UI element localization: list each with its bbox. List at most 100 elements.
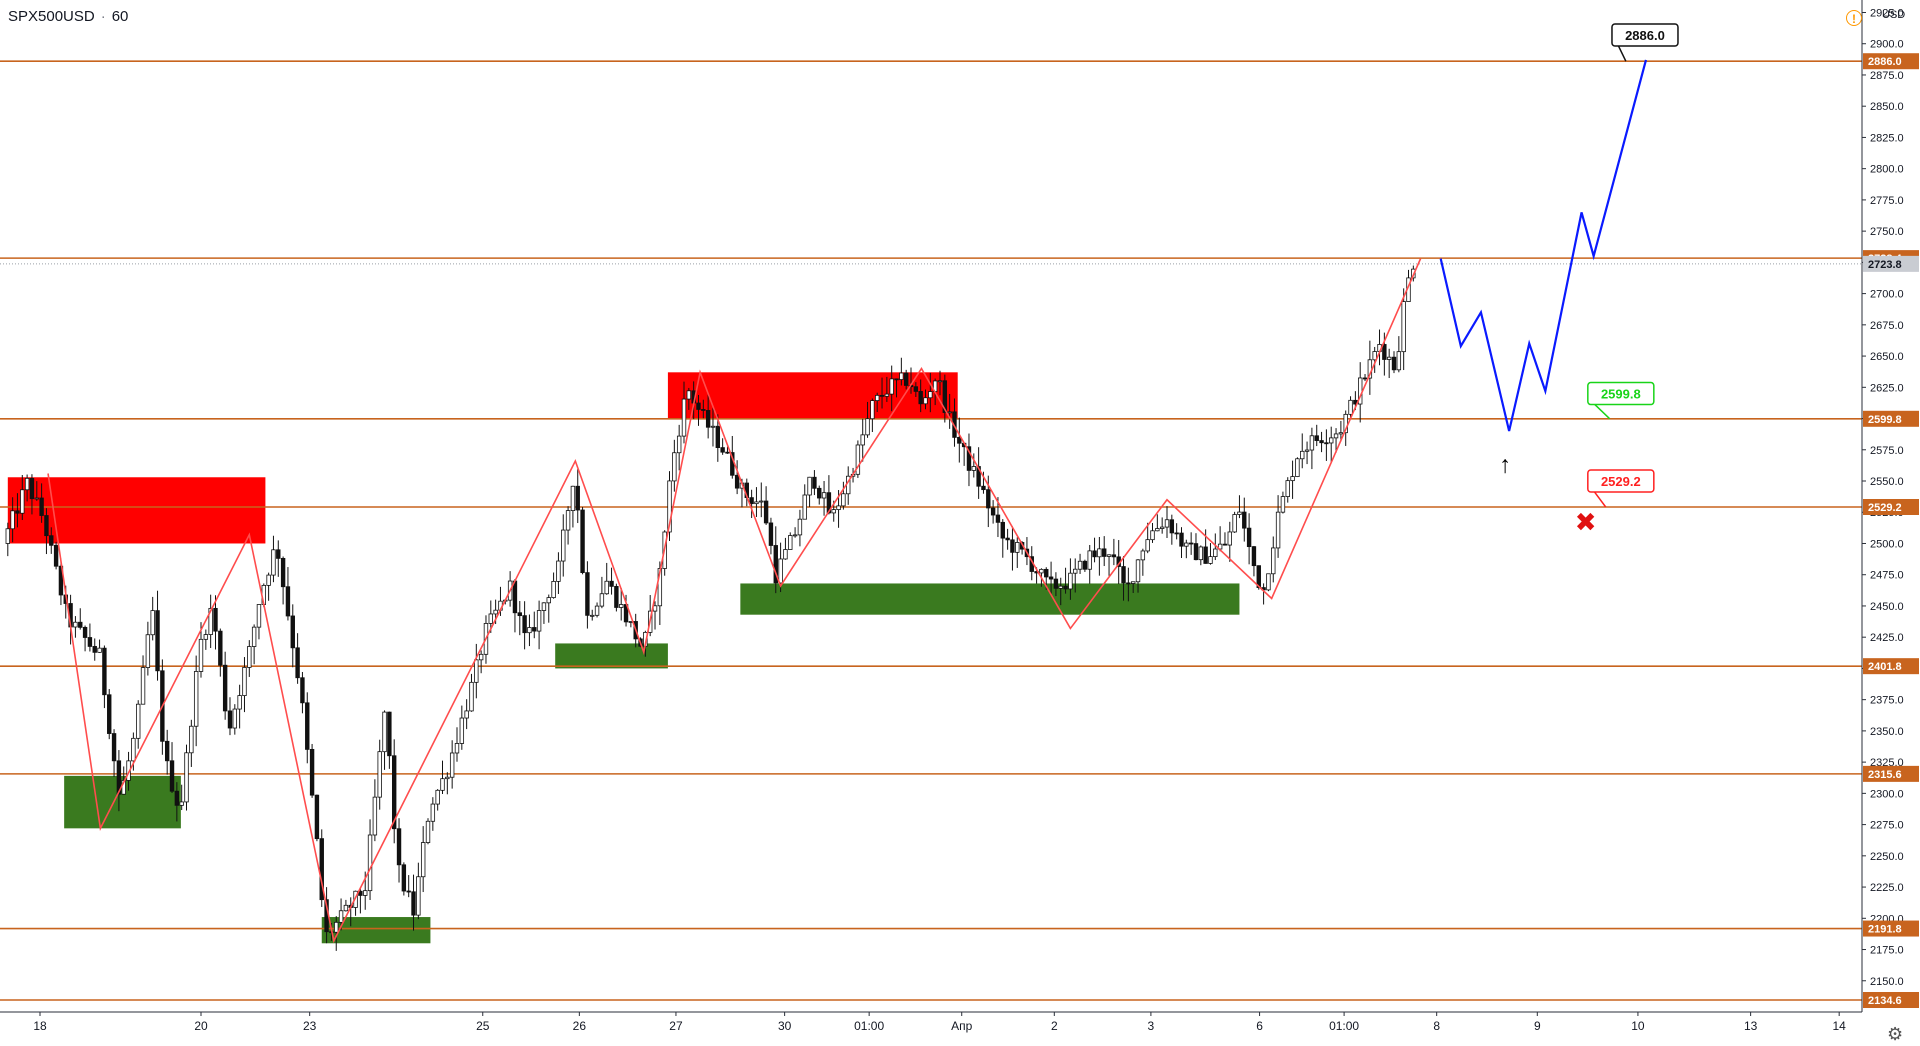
symbol-header[interactable]: SPX500USD · 60 (8, 8, 128, 25)
candle-body (914, 387, 918, 392)
candle-body (238, 696, 242, 709)
candle-body (1238, 512, 1242, 514)
candle-body (450, 753, 454, 777)
candle-body (1349, 400, 1353, 414)
demand-zone (740, 583, 1239, 614)
y-tick-label: 2500.0 (1870, 538, 1904, 550)
candle-body (1040, 569, 1044, 573)
candle-body (938, 381, 942, 382)
candle-body (315, 795, 319, 838)
candle-body (1310, 436, 1314, 450)
alert-circle-icon[interactable]: ! (1846, 10, 1862, 26)
candle-body (1098, 549, 1102, 557)
candle-body (431, 804, 435, 821)
candle-body (494, 610, 498, 614)
candle-body (1194, 544, 1198, 560)
candle-body (523, 616, 527, 633)
symbol-name[interactable]: SPX500USD (8, 8, 95, 25)
candle-body (561, 530, 565, 561)
candle-body (557, 561, 561, 581)
candle-body (750, 498, 754, 504)
candle-body (1064, 586, 1068, 589)
candle-body (1073, 569, 1077, 573)
x-tick-label: 18 (33, 1019, 47, 1033)
candle-body (1228, 532, 1232, 545)
candle-body (146, 635, 150, 668)
candle-body (528, 627, 532, 632)
candle-body (866, 419, 870, 435)
price-axis[interactable]: 2150.02175.02200.02225.02250.02275.02300… (1862, 0, 1920, 1046)
candle-body (779, 559, 783, 583)
candle-body (1252, 547, 1256, 566)
candle-body (16, 511, 20, 513)
demand-zone (555, 643, 668, 668)
candle-body (793, 535, 797, 536)
candle-body (426, 821, 430, 842)
candle-body (1276, 512, 1280, 548)
y-tick-label: 2800.0 (1870, 164, 1904, 176)
candle-body (1296, 459, 1300, 477)
candle-body (165, 741, 169, 760)
candle-body (532, 627, 536, 631)
candle-body (185, 753, 189, 802)
x-tick-label: 25 (476, 1019, 490, 1033)
candle-body (518, 613, 522, 616)
candle-body (1078, 561, 1082, 569)
candle-body (924, 398, 928, 404)
candle-body (363, 891, 367, 896)
y-tick-label: 2375.0 (1870, 695, 1904, 707)
level-price-text: 2599.8 (1868, 414, 1902, 426)
level-price-text: 2315.6 (1868, 769, 1902, 781)
candle-body (436, 790, 440, 804)
candle-body (93, 646, 97, 652)
candle-body (267, 575, 271, 585)
candle-body (1122, 567, 1126, 583)
candle-body (1214, 549, 1218, 557)
candle-body (1387, 357, 1391, 359)
candle-body (479, 654, 483, 660)
candle-body (1136, 560, 1140, 582)
candle-body (1146, 540, 1150, 551)
y-tick-label: 2825.0 (1870, 132, 1904, 144)
candle-body (1107, 555, 1111, 557)
candle-body (711, 426, 715, 427)
candle-body (223, 665, 227, 711)
candle-body (682, 399, 686, 436)
x-tick-label: 14 (1832, 1019, 1846, 1033)
candle-body (417, 877, 421, 915)
y-tick-label: 2300.0 (1870, 788, 1904, 800)
candle-body (1305, 450, 1309, 451)
y-tick-label: 2750.0 (1870, 226, 1904, 238)
candle-body (1392, 357, 1396, 370)
candle-body (214, 608, 218, 631)
candle-body (1044, 569, 1048, 577)
gear-icon[interactable]: ⚙ (1887, 1024, 1903, 1045)
candle-body (1320, 441, 1324, 443)
y-tick-label: 2150.0 (1870, 976, 1904, 988)
candle-body (706, 410, 710, 427)
candle-body (1334, 434, 1338, 438)
plot-area[interactable]: 2886.0 2599.8 2529.2 ↑ ✖ (0, 24, 1862, 1000)
candle-body (54, 545, 58, 566)
candle-body (136, 704, 140, 738)
candle-body (1402, 302, 1406, 352)
candle-body (842, 494, 846, 506)
candle-body (1069, 573, 1073, 589)
candle-body (566, 511, 570, 530)
interval-label[interactable]: 60 (112, 8, 129, 25)
candle-body (470, 682, 474, 711)
candle-body (1209, 557, 1213, 564)
y-tick-label: 2575.0 (1870, 445, 1904, 457)
candle-body (702, 409, 706, 410)
candle-body (1054, 579, 1058, 588)
candle-body (98, 648, 102, 652)
x-tick-label: Апр (951, 1019, 973, 1033)
x-tick-label: 10 (1631, 1019, 1645, 1033)
candle-body (170, 761, 174, 791)
candle-body (547, 598, 551, 603)
candle-body (813, 477, 817, 488)
candle-body (388, 712, 392, 756)
candle-body (615, 586, 619, 607)
